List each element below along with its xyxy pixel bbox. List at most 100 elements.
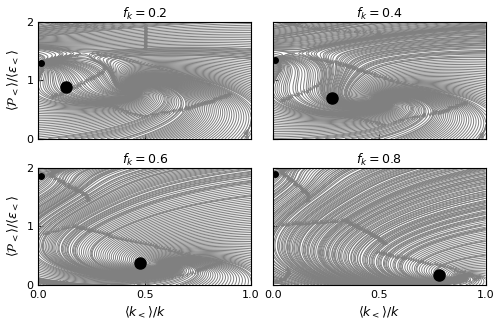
FancyArrowPatch shape xyxy=(128,26,131,29)
FancyArrowPatch shape xyxy=(331,28,334,31)
FancyArrowPatch shape xyxy=(208,83,211,86)
FancyArrowPatch shape xyxy=(104,66,106,69)
FancyArrowPatch shape xyxy=(294,181,298,185)
FancyArrowPatch shape xyxy=(52,170,56,172)
FancyArrowPatch shape xyxy=(435,111,438,114)
FancyArrowPatch shape xyxy=(109,104,112,107)
FancyArrowPatch shape xyxy=(440,111,442,114)
FancyArrowPatch shape xyxy=(344,115,347,118)
FancyArrowPatch shape xyxy=(245,131,248,134)
FancyArrowPatch shape xyxy=(354,30,358,33)
FancyArrowPatch shape xyxy=(378,32,380,35)
FancyArrowPatch shape xyxy=(476,278,479,281)
FancyArrowPatch shape xyxy=(374,234,377,237)
FancyArrowPatch shape xyxy=(363,230,366,232)
FancyArrowPatch shape xyxy=(378,34,380,37)
FancyArrowPatch shape xyxy=(288,22,290,25)
FancyArrowPatch shape xyxy=(340,62,342,66)
FancyArrowPatch shape xyxy=(354,66,357,69)
FancyArrowPatch shape xyxy=(276,279,278,282)
FancyArrowPatch shape xyxy=(220,261,222,264)
FancyArrowPatch shape xyxy=(396,80,399,83)
FancyArrowPatch shape xyxy=(439,263,442,266)
FancyArrowPatch shape xyxy=(222,96,225,99)
FancyArrowPatch shape xyxy=(366,230,370,233)
FancyArrowPatch shape xyxy=(318,27,320,30)
FancyArrowPatch shape xyxy=(304,25,307,28)
FancyArrowPatch shape xyxy=(177,250,180,253)
FancyArrowPatch shape xyxy=(376,33,379,36)
FancyArrowPatch shape xyxy=(286,267,289,270)
FancyArrowPatch shape xyxy=(76,54,80,57)
FancyArrowPatch shape xyxy=(281,169,284,171)
FancyArrowPatch shape xyxy=(380,124,383,126)
FancyArrowPatch shape xyxy=(84,80,87,83)
FancyArrowPatch shape xyxy=(104,54,108,57)
FancyArrowPatch shape xyxy=(276,57,279,60)
FancyArrowPatch shape xyxy=(59,178,62,182)
FancyArrowPatch shape xyxy=(200,81,204,83)
FancyArrowPatch shape xyxy=(340,114,343,117)
FancyArrowPatch shape xyxy=(281,172,284,175)
FancyArrowPatch shape xyxy=(111,277,114,280)
FancyArrowPatch shape xyxy=(378,236,381,239)
FancyArrowPatch shape xyxy=(371,31,374,34)
FancyArrowPatch shape xyxy=(306,193,310,196)
FancyArrowPatch shape xyxy=(113,55,116,58)
FancyArrowPatch shape xyxy=(293,23,296,25)
FancyArrowPatch shape xyxy=(227,95,230,97)
FancyArrowPatch shape xyxy=(282,55,285,59)
FancyArrowPatch shape xyxy=(424,114,426,117)
FancyArrowPatch shape xyxy=(296,184,300,187)
FancyArrowPatch shape xyxy=(217,262,220,265)
FancyArrowPatch shape xyxy=(396,81,399,84)
FancyArrowPatch shape xyxy=(62,180,66,184)
FancyArrowPatch shape xyxy=(206,101,208,105)
FancyArrowPatch shape xyxy=(158,67,160,69)
FancyArrowPatch shape xyxy=(315,85,318,88)
FancyArrowPatch shape xyxy=(326,59,329,63)
FancyArrowPatch shape xyxy=(186,76,190,78)
FancyArrowPatch shape xyxy=(345,63,348,66)
FancyArrowPatch shape xyxy=(208,266,211,269)
FancyArrowPatch shape xyxy=(414,85,418,88)
FancyArrowPatch shape xyxy=(350,65,353,68)
FancyArrowPatch shape xyxy=(404,257,407,260)
FancyArrowPatch shape xyxy=(464,281,467,284)
FancyArrowPatch shape xyxy=(382,75,384,78)
FancyArrowPatch shape xyxy=(286,97,290,100)
FancyArrowPatch shape xyxy=(75,187,78,190)
FancyArrowPatch shape xyxy=(445,110,448,113)
FancyArrowPatch shape xyxy=(86,78,89,81)
FancyArrowPatch shape xyxy=(115,107,118,110)
FancyArrowPatch shape xyxy=(406,118,409,121)
FancyArrowPatch shape xyxy=(442,264,445,267)
FancyArrowPatch shape xyxy=(446,265,450,268)
FancyArrowPatch shape xyxy=(348,64,350,67)
FancyArrowPatch shape xyxy=(379,75,382,77)
FancyArrowPatch shape xyxy=(452,106,456,109)
FancyArrowPatch shape xyxy=(314,221,318,224)
FancyArrowPatch shape xyxy=(408,257,412,260)
FancyArrowPatch shape xyxy=(54,95,56,97)
FancyArrowPatch shape xyxy=(215,98,218,101)
FancyArrowPatch shape xyxy=(280,99,283,101)
FancyArrowPatch shape xyxy=(74,186,77,189)
FancyArrowPatch shape xyxy=(72,225,76,228)
FancyArrowPatch shape xyxy=(414,116,418,119)
FancyArrowPatch shape xyxy=(90,229,93,232)
FancyArrowPatch shape xyxy=(333,220,336,223)
FancyArrowPatch shape xyxy=(344,219,348,222)
FancyArrowPatch shape xyxy=(296,93,298,96)
FancyArrowPatch shape xyxy=(199,257,202,259)
FancyArrowPatch shape xyxy=(64,226,66,229)
FancyArrowPatch shape xyxy=(41,61,44,64)
FancyArrowPatch shape xyxy=(282,223,284,226)
FancyArrowPatch shape xyxy=(480,135,482,138)
FancyArrowPatch shape xyxy=(66,23,69,26)
FancyArrowPatch shape xyxy=(50,96,54,98)
FancyArrowPatch shape xyxy=(121,279,124,282)
FancyArrowPatch shape xyxy=(65,184,68,186)
FancyArrowPatch shape xyxy=(170,277,173,280)
FancyArrowPatch shape xyxy=(416,259,418,262)
